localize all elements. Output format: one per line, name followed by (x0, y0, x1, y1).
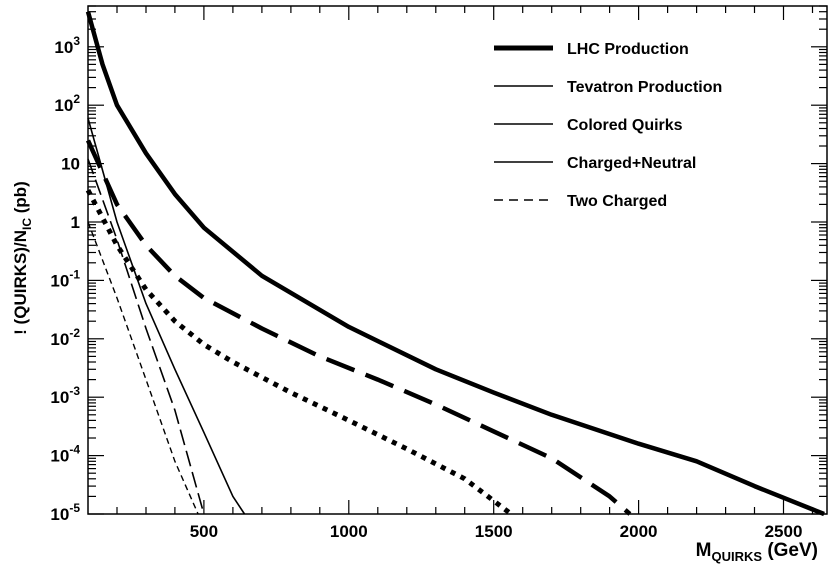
legend-label-2: Tevatron Production (567, 79, 722, 96)
x-tick-label: 1500 (475, 522, 513, 541)
x-tick-label: 2500 (765, 522, 803, 541)
x-tick-label: 1000 (330, 522, 368, 541)
x-tick-label: 500 (190, 522, 218, 541)
series-line-5 (87, 158, 205, 515)
legend: LHC Production Tevatron Production Colored… (494, 41, 722, 210)
y-tick-label: 1 (71, 213, 80, 232)
series-line-4 (87, 117, 246, 515)
y-tick-label: 10-5 (50, 501, 80, 524)
plot-frame (87, 5, 828, 515)
y-tick-label: 10 (61, 155, 80, 174)
legend-label-5: Two Charged (567, 193, 667, 210)
legend-label-4: Charged+Neutral (567, 155, 696, 172)
x-tick-label: 2000 (620, 522, 658, 541)
y-tick-label: 103 (54, 34, 80, 57)
y-tick-label: 10-3 (50, 384, 80, 407)
y-axis-title: ! (QUIRKS)/NIC (pb) (11, 181, 34, 335)
y-tick-label: 10-2 (50, 326, 80, 349)
y-tick-label: 10-4 (50, 443, 80, 466)
series-layer (85, 11, 825, 517)
x-axis-title: MQUIRKS (GeV) (696, 540, 818, 564)
legend-label-3: Colored Quirks (567, 117, 683, 134)
y-tick-label: 10-1 (50, 267, 80, 290)
series-line-6 (87, 221, 199, 515)
axes-layer: 500 1000 1500 2000 2500 10-5 10-4 10-3 10-2 10-1 1… (50, 5, 828, 541)
y-tick-label: 102 (54, 92, 80, 115)
series-line-1 (85, 11, 825, 517)
legend-label-1: LHC Production (567, 41, 689, 58)
